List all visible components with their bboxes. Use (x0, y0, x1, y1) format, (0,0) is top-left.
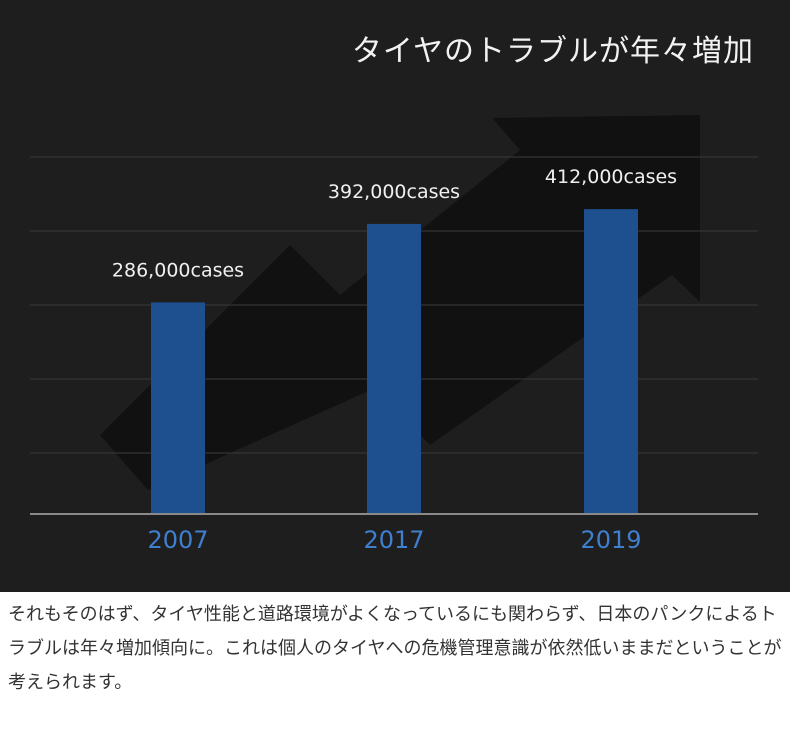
chart-title: タイヤのトラブルが年々増加 (351, 34, 754, 69)
category-labels: 2007 2017 2019 (147, 526, 641, 554)
category-label-2007: 2007 (147, 526, 208, 554)
value-label-2007: 286,000cases (112, 259, 244, 281)
value-label-2017: 392,000cases (328, 181, 460, 203)
category-label-2017: 2017 (363, 526, 424, 554)
bar-2017 (367, 223, 421, 515)
caption-text: それもそのはず、タイヤ性能と道路環境がよくなっているにも関わらず、日本のパンクに… (8, 604, 782, 693)
bar-2019 (584, 209, 638, 514)
bar-2007 (151, 302, 205, 514)
value-label-2019: 412,000cases (545, 166, 677, 188)
category-label-2019: 2019 (580, 526, 641, 554)
bars (151, 209, 638, 515)
value-labels: 286,000cases 392,000cases 412,000cases (112, 166, 677, 281)
chart-panel: 286,000cases 392,000cases 412,000cases 200… (0, 0, 790, 592)
bar-chart: 286,000cases 392,000cases 412,000cases 200… (30, 115, 758, 554)
